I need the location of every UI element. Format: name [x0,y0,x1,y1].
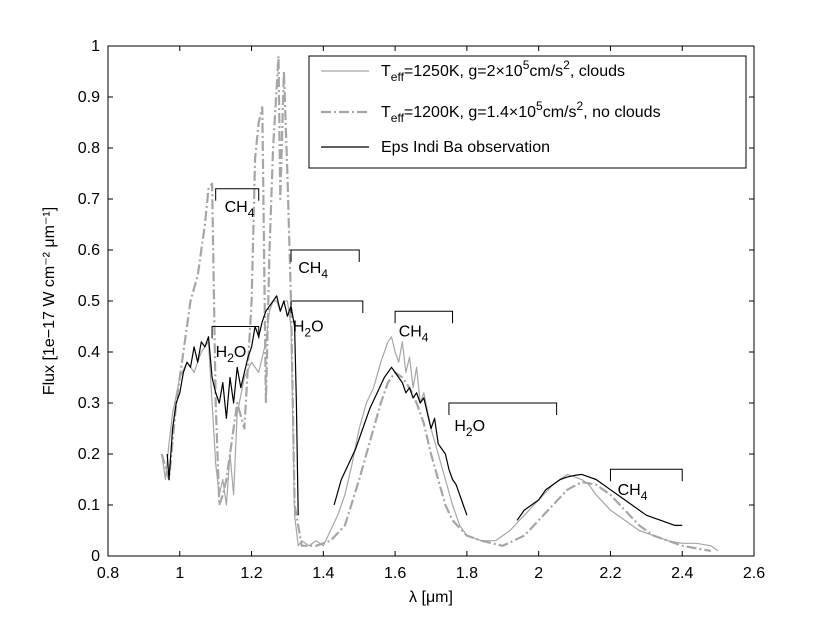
series-line-observation [516,473,683,526]
x-tick-label: 1.8 [456,565,478,582]
y-tick-label: 0.9 [78,89,100,106]
band-bracket [448,402,558,415]
x-tick-label: 2.2 [599,565,621,582]
y-tick-label: 0 [91,548,100,565]
x-axis-title: λ [μm] [409,589,453,606]
band-bracket [211,326,260,339]
y-tick-label: 0.6 [78,242,100,259]
y-tick-label: 0.3 [78,395,100,412]
series-line-observation [166,295,299,516]
x-tick-label: 2.4 [671,565,693,582]
y-tick-label: 0.8 [78,140,100,157]
band-label: H2O [454,418,485,439]
band-bracket [290,300,364,313]
y-axis-title: Flux [1e−17 W cm⁻² μm⁻¹] [41,207,58,395]
band-bracket [394,310,454,324]
series-layer [160,55,719,552]
series-line-clouds [161,300,719,552]
annotation-layer: CH4 CH4 H2O H2O CH4 H2O CH4 [211,188,683,503]
legend: Teff=1250K, g=2×105cm/s2, clouds Teff=120… [308,55,747,169]
band-label: CH4 [399,324,429,345]
band-label: CH4 [298,260,328,281]
y-tick-label: 0.4 [78,344,100,361]
series-line-no-clouds [160,55,712,552]
band-bracket [290,249,360,262]
band-label: H2O [216,344,247,365]
series-line-observation [333,366,468,516]
band-label: CH4 [618,482,648,503]
x-tick-label: 0.8 [97,565,119,582]
y-tick-label: 0.7 [78,191,100,208]
y-tick-label: 0.1 [78,497,100,514]
y-tick-label: 0.2 [78,446,100,463]
band-bracket [609,468,683,482]
x-tick-label: 2.6 [743,565,765,582]
x-tick-label: 1.6 [384,565,406,582]
tick-layer: 0.8 1 1.2 1.4 1.6 1.8 2 2.2 2.4 2.6 0 0.1 0.2 0.3 0.4 0… [78,38,765,582]
x-tick-label: 1.4 [312,565,334,582]
y-tick-label: 1 [91,38,100,55]
y-tick-label: 0.5 [78,293,100,310]
x-tick-label: 1 [175,565,184,582]
band-label: CH4 [225,199,255,220]
x-tick-label: 1.2 [240,565,262,582]
band-label: H2O [293,319,324,340]
legend-label-no-clouds: Teff=1200K, g=1.4×105cm/s2, no clouds [381,99,661,125]
legend-label-clouds: Teff=1250K, g=2×105cm/s2, clouds [381,58,625,84]
legend-box [308,55,747,169]
legend-label-observation: Eps Indi Ba observation [381,139,550,156]
x-tick-label: 2 [534,565,543,582]
band-bracket [215,188,260,201]
